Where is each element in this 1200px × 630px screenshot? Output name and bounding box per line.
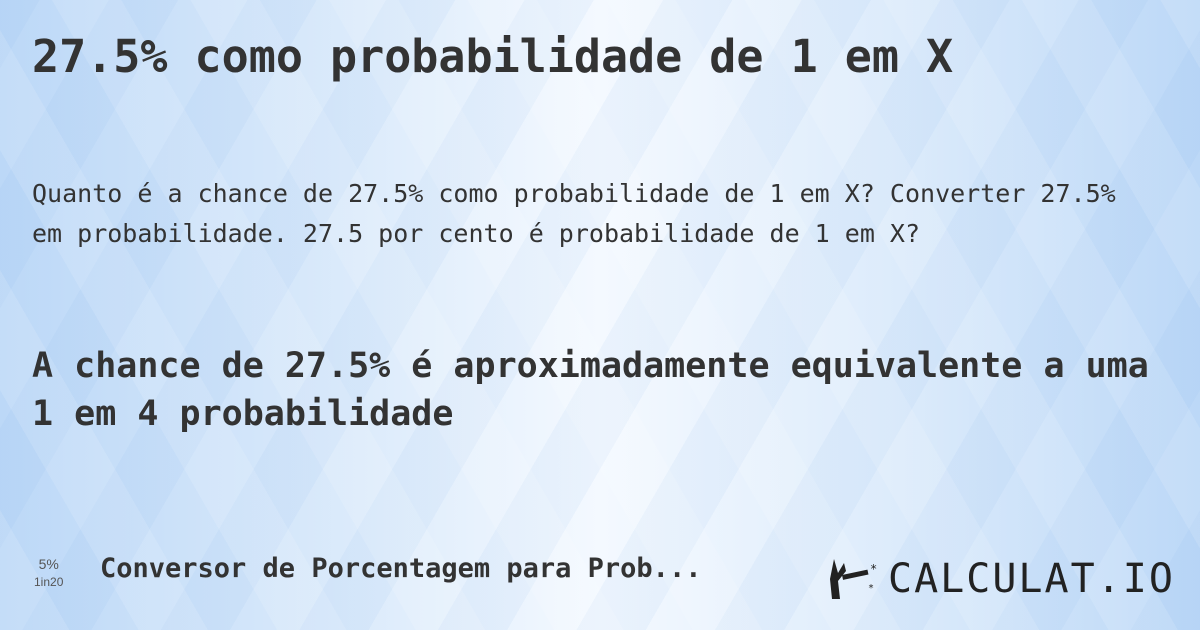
calculator-link[interactable]: Conversor de Porcentagem para Prob...: [100, 553, 702, 584]
question-text: Quanto é a chance de 27.5% como probabil…: [32, 179, 1116, 248]
mini-percent: 5%: [38, 556, 59, 572]
answer-text: A chance de 27.5% é aproximadamente equi…: [32, 346, 1149, 434]
svg-text:*: *: [868, 583, 874, 594]
mini-icon: 5% 1in20: [34, 556, 63, 589]
logo[interactable]: * * CALCULAT.IO: [828, 556, 1175, 602]
mini-odds: 1in20: [34, 575, 64, 589]
svg-text:*: *: [870, 562, 877, 576]
logo-text: CALCULAT.IO: [888, 556, 1175, 602]
magic-hand-icon: **: [830, 559, 877, 599]
page-title: 27.5% como probabilidade de 1 em X: [32, 30, 954, 83]
